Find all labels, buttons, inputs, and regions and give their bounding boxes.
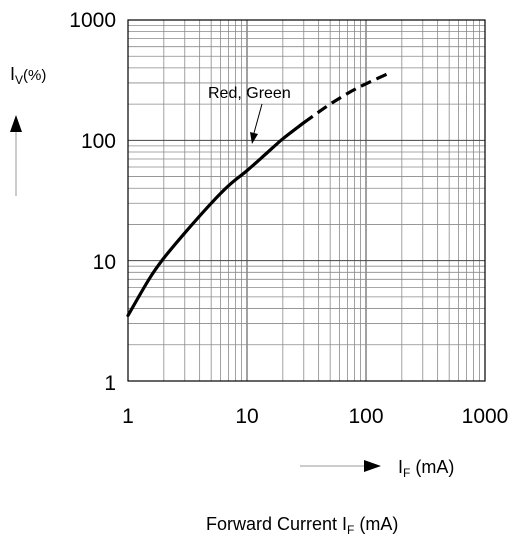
y-axis-arrow [10,115,22,196]
chart-caption: Forward Current IF (mA) [206,514,398,537]
y-tick-labels: 1000 100 10 1 [69,9,116,395]
y-tick-label: 100 [81,130,116,153]
x-tick-label: 1000 [462,405,509,428]
grid-lines [127,20,485,382]
x-tick-label: 100 [348,405,383,428]
x-tick-label: 1 [122,405,134,428]
series-line-solid [126,121,306,318]
y-tick-label: 10 [93,251,116,274]
y-tick-label: 1000 [69,9,116,32]
x-tick-label: 10 [235,405,258,428]
series-annotation: Red, Green [208,85,291,102]
x-axis-arrow [300,460,381,472]
y-tick-label: 1 [104,372,116,395]
series-line-dashed [302,72,388,125]
annotation-arrow [250,103,263,144]
y-axis-label: IV(%) [10,64,46,87]
plot-frame [127,19,486,382]
x-axis-label: IF (mA) [398,457,454,480]
x-tick-labels: 1 10 100 1000 [122,405,508,428]
